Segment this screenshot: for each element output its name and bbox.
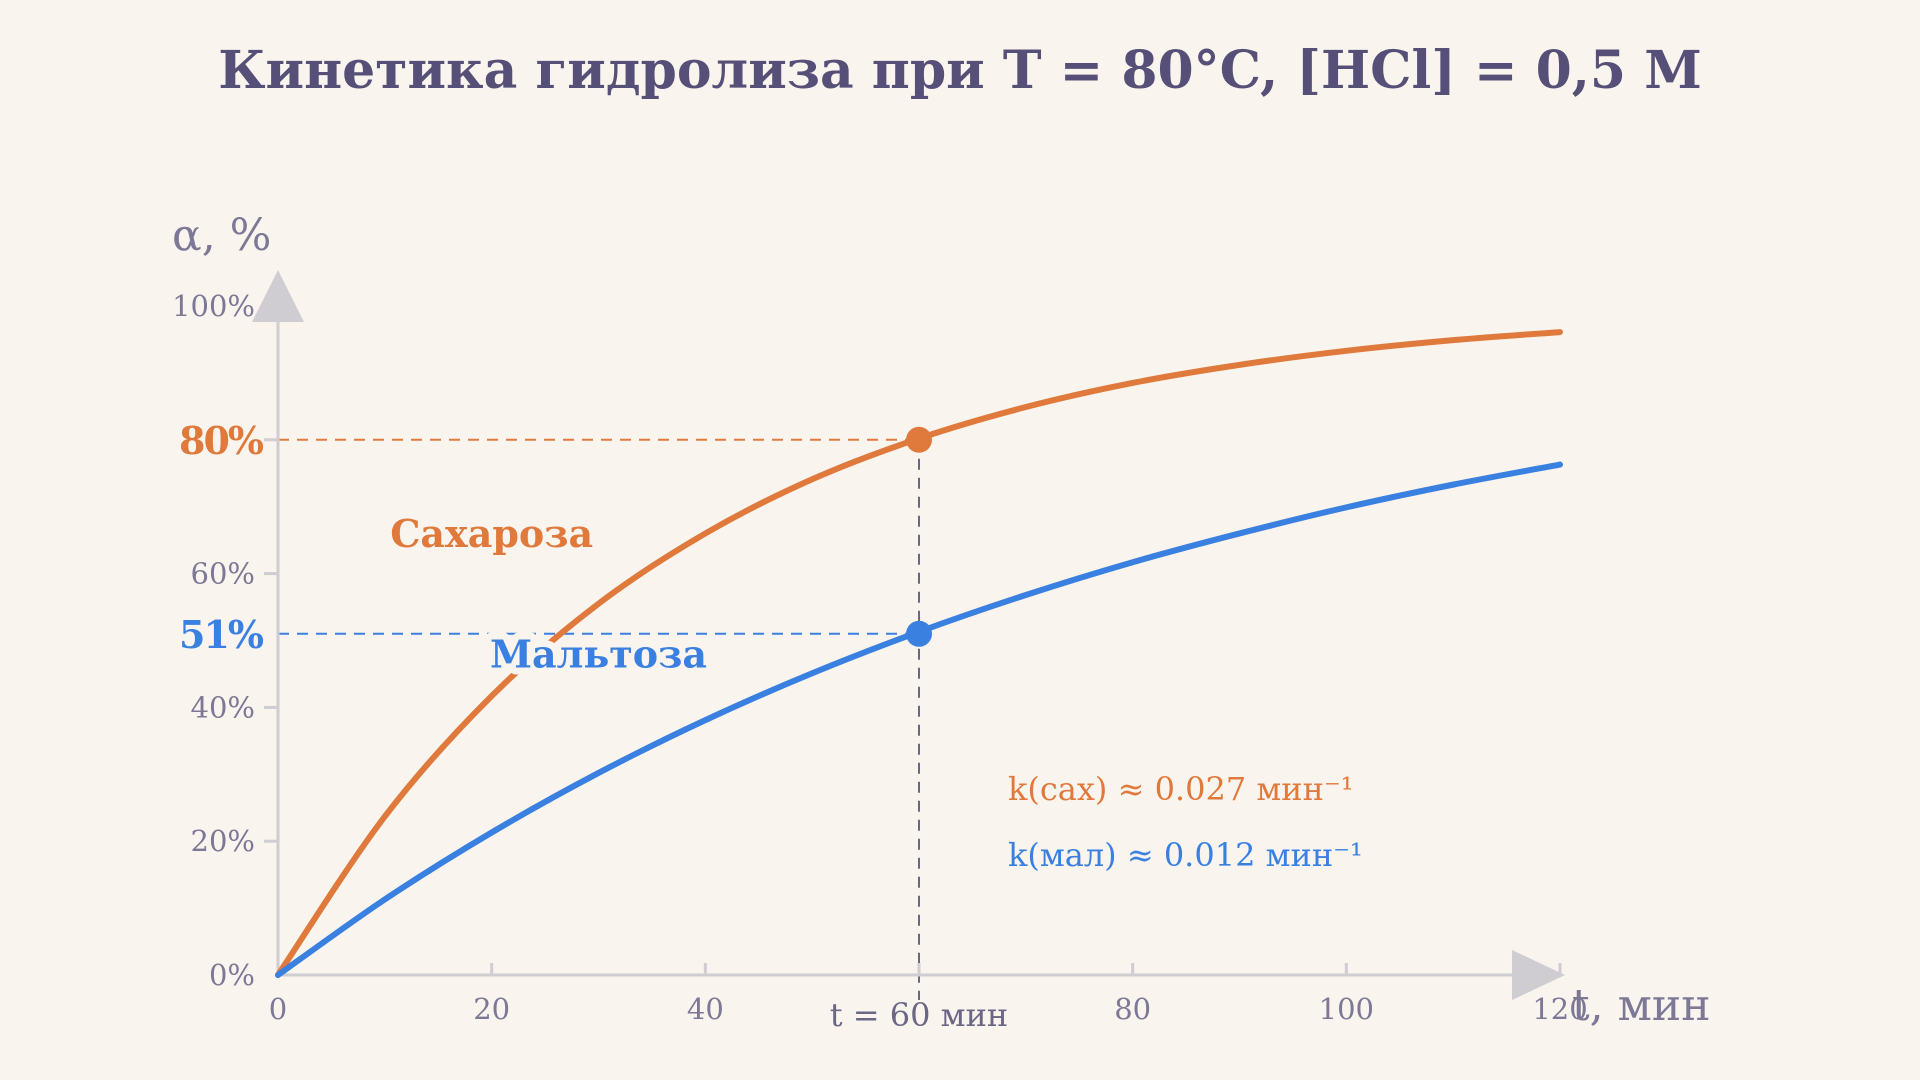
y-tick-label: 0% [209,958,255,992]
x-tick-label: 0 [269,992,287,1026]
rate-constant-1: k(мал) ≈ 0.012 мин⁻¹ [1008,836,1363,874]
highlight-value-label-1: 51% [179,612,264,657]
series-label-1: Мальтоза [490,631,707,676]
highlight-value-label-0: 80% [179,418,264,463]
x-tick-label: 120 [1532,992,1587,1026]
y-axis-arrow [252,270,304,322]
y-tick-label: 20% [191,824,255,858]
y-tick-label: 40% [191,690,255,724]
y-axis-title: α, % [172,210,272,261]
x-tick-label: 20 [473,992,510,1026]
marker-label: t = 60 мин [830,996,1008,1034]
axes: α, % t, мин 0 20 40 80 100 120 0% 20% 40% 60% 100% [172,210,1711,1031]
labels: Сахароза Мальтоза 80% 51% t = 60 мин k(сах) ≈… [179,418,1363,1034]
x-tick-label: 80 [1114,992,1151,1026]
highlight-point-1 [906,620,932,647]
highlight-point-0 [906,426,932,453]
x-tick-label: 100 [1319,992,1374,1026]
rate-constant-0: k(сах) ≈ 0.027 мин⁻¹ [1008,770,1354,808]
y-tick-label: 100% [172,289,255,323]
x-axis-arrow [1512,950,1565,1000]
guide-lines [278,438,920,1000]
series-label-0: Сахароза [390,511,593,556]
x-axis-title: t, мин [1572,980,1711,1031]
series-line-0 [275,329,1563,978]
x-tick-label: 40 [687,992,724,1026]
y-tick-label: 60% [191,557,255,591]
chart-title: Кинетика гидролиза при T = 80°C, [HCl] =… [218,40,1702,101]
